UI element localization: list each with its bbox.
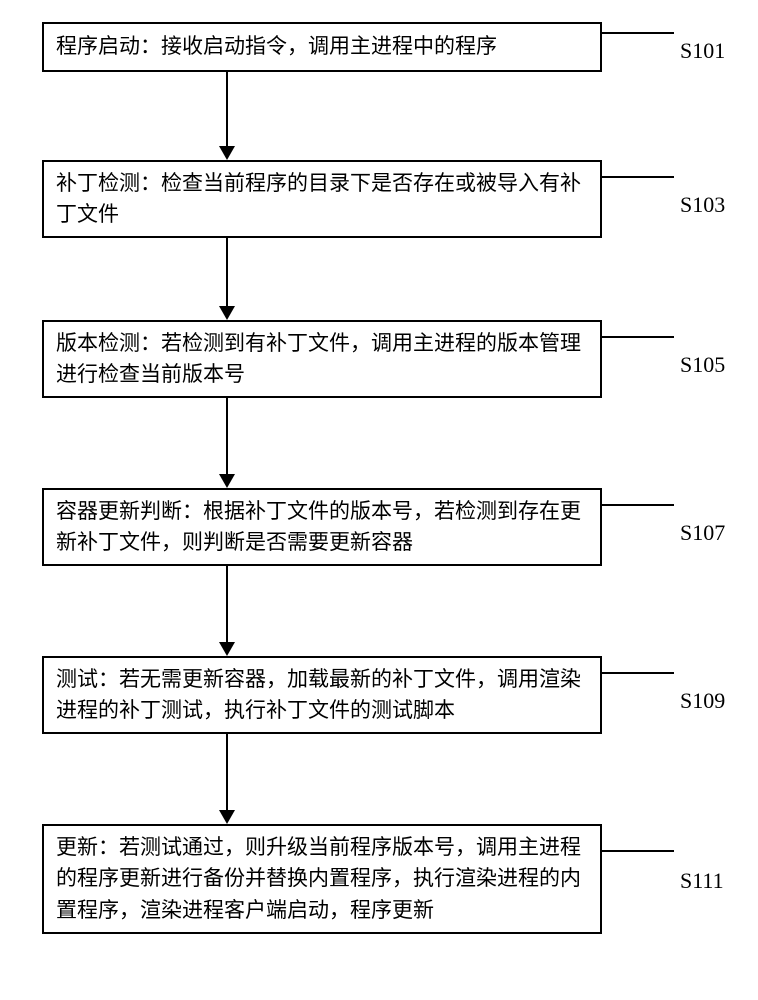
flowchart-canvas: 程序启动：接收启动指令，调用主进程中的程序 S101 补丁检测：检查当前程序的目录下…: [0, 0, 758, 1000]
step-label-s101: S101: [680, 38, 725, 64]
step-text: 程序启动：接收启动指令，调用主进程中的程序: [56, 31, 588, 63]
step-label-s111: S111: [680, 868, 724, 894]
step-box-s105: 版本检测：若检测到有补丁文件，调用主进程的版本管理进行检查当前版本号: [42, 320, 602, 398]
step-box-s101: 程序启动：接收启动指令，调用主进程中的程序: [42, 22, 602, 72]
step-box-s103: 补丁检测：检查当前程序的目录下是否存在或被导入有补丁文件: [42, 160, 602, 238]
step-text: 测试：若无需更新容器，加载最新的补丁文件，调用渲染进程的补丁测试，执行补丁文件的…: [56, 664, 588, 727]
flow-arrow: [212, 566, 242, 656]
label-connector: [602, 336, 674, 338]
flow-arrow: [212, 398, 242, 488]
step-label-s105: S105: [680, 352, 725, 378]
step-label-s103: S103: [680, 192, 725, 218]
step-box-s107: 容器更新判断：根据补丁文件的版本号，若检测到存在更新补丁文件，则判断是否需要更新…: [42, 488, 602, 566]
step-text: 容器更新判断：根据补丁文件的版本号，若检测到存在更新补丁文件，则判断是否需要更新…: [56, 496, 588, 559]
step-box-s109: 测试：若无需更新容器，加载最新的补丁文件，调用渲染进程的补丁测试，执行补丁文件的…: [42, 656, 602, 734]
step-box-s111: 更新：若测试通过，则升级当前程序版本号，调用主进程的程序更新进行备份并替换内置程…: [42, 824, 602, 934]
step-label-s109: S109: [680, 688, 725, 714]
flow-arrow: [212, 238, 242, 320]
flow-arrow: [212, 72, 242, 160]
label-connector: [602, 672, 674, 674]
step-text: 更新：若测试通过，则升级当前程序版本号，调用主进程的程序更新进行备份并替换内置程…: [56, 832, 588, 927]
label-connector: [602, 850, 674, 852]
step-text: 版本检测：若检测到有补丁文件，调用主进程的版本管理进行检查当前版本号: [56, 328, 588, 391]
flow-arrow: [212, 734, 242, 824]
step-label-s107: S107: [680, 520, 725, 546]
label-connector: [602, 176, 674, 178]
step-text: 补丁检测：检查当前程序的目录下是否存在或被导入有补丁文件: [56, 168, 588, 231]
label-connector: [602, 32, 674, 34]
label-connector: [602, 504, 674, 506]
